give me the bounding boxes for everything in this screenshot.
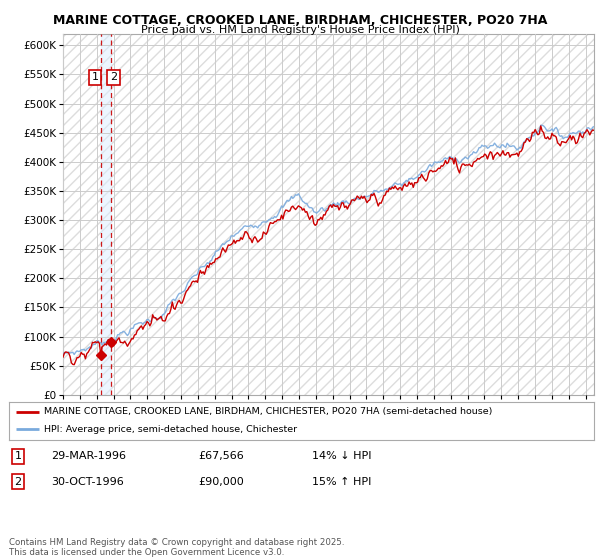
Text: 1: 1 — [14, 451, 22, 461]
Text: £90,000: £90,000 — [198, 477, 244, 487]
Text: 15% ↑ HPI: 15% ↑ HPI — [312, 477, 371, 487]
Text: 1: 1 — [91, 72, 98, 82]
Bar — [63, 34, 594, 395]
Text: 2: 2 — [110, 72, 117, 82]
Bar — [101, 34, 111, 395]
Text: 30-OCT-1996: 30-OCT-1996 — [51, 477, 124, 487]
Text: Contains HM Land Registry data © Crown copyright and database right 2025.
This d: Contains HM Land Registry data © Crown c… — [9, 538, 344, 557]
Text: 29-MAR-1996: 29-MAR-1996 — [51, 451, 126, 461]
Text: MARINE COTTAGE, CROOKED LANE, BIRDHAM, CHICHESTER, PO20 7HA (semi-detached house: MARINE COTTAGE, CROOKED LANE, BIRDHAM, C… — [44, 407, 493, 416]
Text: HPI: Average price, semi-detached house, Chichester: HPI: Average price, semi-detached house,… — [44, 425, 297, 434]
Text: Price paid vs. HM Land Registry's House Price Index (HPI): Price paid vs. HM Land Registry's House … — [140, 25, 460, 35]
Text: 2: 2 — [14, 477, 22, 487]
Text: £67,566: £67,566 — [198, 451, 244, 461]
Text: 14% ↓ HPI: 14% ↓ HPI — [312, 451, 371, 461]
Text: MARINE COTTAGE, CROOKED LANE, BIRDHAM, CHICHESTER, PO20 7HA: MARINE COTTAGE, CROOKED LANE, BIRDHAM, C… — [53, 14, 547, 27]
